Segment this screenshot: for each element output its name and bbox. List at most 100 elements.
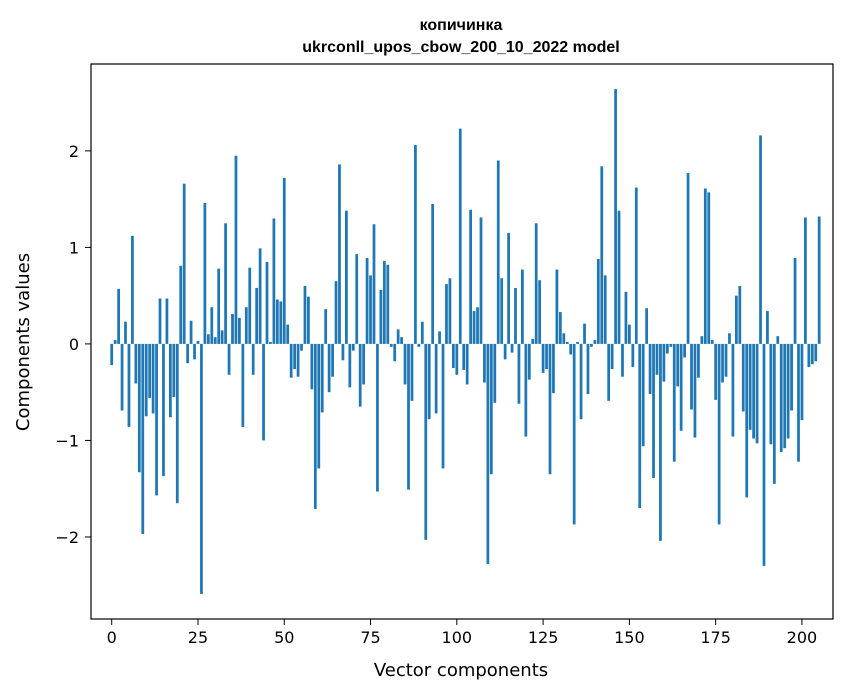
bar-93 [431,203,435,344]
bar-99 [451,343,455,369]
bar-36 [234,155,238,344]
bar-198 [793,258,797,344]
bar-25 [196,341,200,344]
bar-203 [810,343,814,365]
bar-137 [583,323,586,344]
bar-67 [341,343,345,361]
bar-21 [182,183,186,344]
x-tick-label: 200 [787,628,818,647]
bar-69 [348,343,352,388]
x-tick-label: 175 [700,628,731,647]
bar-52 [289,343,293,378]
bar-39 [244,307,248,344]
bar-103 [465,343,469,385]
bar-113 [500,278,504,344]
bar-161 [665,343,669,354]
y-axis-ticks: −2 −1 0 1 2 [55,142,91,547]
bar-94 [434,343,438,414]
bar-29 [210,307,214,344]
bar-55 [300,343,303,351]
bar-160 [662,343,666,382]
bar-78 [379,289,383,344]
bar-120 [524,343,528,437]
bar-143 [603,275,607,344]
bar-28 [206,334,210,344]
x-tick-label: 0 [107,628,117,647]
bar-83 [396,329,400,344]
bar-6 [131,235,134,344]
bar-47 [272,218,276,344]
bar-164 [676,343,680,387]
bar-162 [669,343,673,347]
bar-43 [258,248,262,344]
bar-90 [420,321,424,344]
bar-187 [755,343,759,444]
bar-183 [741,343,745,412]
bar-66 [338,164,341,344]
bar-8 [137,343,141,473]
bar-32 [220,330,224,344]
bar-175 [714,343,718,400]
bar-79 [382,260,386,344]
bar-12 [151,343,155,414]
bar-46 [269,341,272,344]
bars-group [110,89,821,594]
bar-56 [303,286,307,344]
bar-76 [372,224,376,344]
bar-121 [527,343,531,380]
bar-124 [538,280,542,344]
bar-195 [783,343,787,449]
x-axis-label: Vector components [374,660,548,681]
bar-114 [503,343,507,360]
bar-42 [255,287,259,344]
bar-201 [804,217,807,344]
x-tick-label: 75 [360,628,380,647]
bar-186 [752,343,755,439]
bar-57 [307,296,310,344]
bar-34 [227,343,231,375]
bar-141 [596,258,600,344]
bar-184 [745,343,749,498]
bar-131 [562,333,566,344]
bar-191 [769,343,773,445]
bar-53 [293,343,296,370]
bar-116 [510,343,514,353]
bar-61 [320,343,324,413]
bar-170 [697,343,700,378]
bar-167 [686,173,690,344]
bar-135 [576,341,579,344]
bar-19 [175,343,179,504]
bar-38 [241,343,245,427]
bar-168 [690,343,693,410]
bar-101 [458,128,462,344]
bar-133 [569,343,573,355]
bar-127 [548,343,552,475]
bar-163 [672,343,676,462]
bar-197 [790,343,793,411]
bar-108 [483,343,486,383]
bar-15 [162,343,165,477]
bar-97 [445,284,448,344]
bar-172 [703,188,707,344]
bar-37 [238,317,241,344]
bar-182 [738,286,742,344]
bar-200 [800,343,804,421]
x-tick-label: 25 [188,628,208,647]
bar-151 [631,343,635,368]
bar-27 [203,202,207,344]
bar-13 [155,343,158,496]
bar-59 [313,343,317,509]
bar-204 [814,343,818,362]
bar-9 [141,343,145,535]
bar-150 [628,324,631,344]
bar-146 [614,89,617,344]
bar-156 [648,343,652,395]
bar-62 [324,309,328,344]
y-axis-label: Components values [13,253,34,431]
bar-14 [158,298,162,344]
bar-123 [534,223,538,344]
bar-159 [659,343,662,541]
bar-189 [762,343,766,566]
bar-22 [186,343,190,364]
